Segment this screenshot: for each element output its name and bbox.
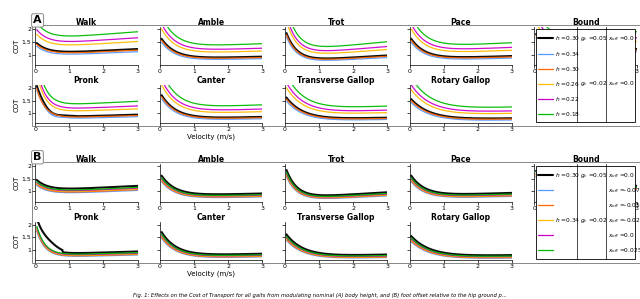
Text: $g_c$ =0.02: $g_c$ =0.02 <box>579 216 607 225</box>
FancyBboxPatch shape <box>536 166 635 259</box>
Text: $x_{off}$ =-0.075: $x_{off}$ =-0.075 <box>608 186 640 195</box>
Title: Transverse Gallop: Transverse Gallop <box>297 77 375 86</box>
X-axis label: Velocity (m/s): Velocity (m/s) <box>187 271 235 277</box>
Title: Pronk: Pronk <box>74 77 99 86</box>
Title: Pronk: Pronk <box>74 213 99 222</box>
Title: Walk: Walk <box>76 155 97 164</box>
Title: Pace: Pace <box>451 155 471 164</box>
Text: $h$ =0.34: $h$ =0.34 <box>555 50 580 57</box>
Title: Amble: Amble <box>198 18 225 27</box>
Text: $h$ =0.30: $h$ =0.30 <box>555 34 580 42</box>
Text: $x_{off}$ =0.025: $x_{off}$ =0.025 <box>608 246 640 255</box>
Title: Bound: Bound <box>572 155 600 164</box>
Text: $h$ =0.26: $h$ =0.26 <box>555 80 580 88</box>
Title: Amble: Amble <box>198 155 225 164</box>
Title: Rotary Gallop: Rotary Gallop <box>431 213 490 222</box>
Title: Canter: Canter <box>196 213 226 222</box>
Text: B: B <box>33 152 42 162</box>
Y-axis label: COT: COT <box>14 97 20 112</box>
Text: $h$ =0.22: $h$ =0.22 <box>555 94 580 103</box>
Title: Canter: Canter <box>196 77 226 86</box>
Title: Rotary Gallop: Rotary Gallop <box>431 77 490 86</box>
Y-axis label: COT: COT <box>14 176 20 190</box>
X-axis label: Velocity (m/s): Velocity (m/s) <box>187 134 235 140</box>
Text: $h$ =0.18: $h$ =0.18 <box>555 110 580 118</box>
Text: Fig. 1: Effects on the Cost of Transport for all gaits from modulating nominal (: Fig. 1: Effects on the Cost of Transport… <box>133 292 507 298</box>
Text: $x_{off}$ =-0.05: $x_{off}$ =-0.05 <box>608 201 640 210</box>
Text: $h$ =0.34: $h$ =0.34 <box>555 216 580 225</box>
Text: $g_c$ =0.05: $g_c$ =0.05 <box>579 171 607 180</box>
Text: $x_{off}$ =0.0: $x_{off}$ =0.0 <box>608 171 635 180</box>
Title: Pace: Pace <box>451 18 471 27</box>
Text: $x_{off}$ =0.0: $x_{off}$ =0.0 <box>608 34 635 43</box>
Text: $h$ =0.30: $h$ =0.30 <box>555 65 580 73</box>
Text: $h$ =0.30: $h$ =0.30 <box>555 171 580 179</box>
Title: Bound: Bound <box>572 18 600 27</box>
Y-axis label: COT: COT <box>14 234 20 248</box>
Text: $x_{off}$ =0.0: $x_{off}$ =0.0 <box>608 231 635 240</box>
FancyBboxPatch shape <box>536 29 635 122</box>
Title: Transverse Gallop: Transverse Gallop <box>297 213 375 222</box>
Text: $x_{off}$ =-0.025: $x_{off}$ =-0.025 <box>608 216 640 225</box>
Y-axis label: COT: COT <box>14 39 20 53</box>
Text: $g_c$ =0.02: $g_c$ =0.02 <box>579 79 607 88</box>
Title: Walk: Walk <box>76 18 97 27</box>
Title: Trot: Trot <box>328 18 344 27</box>
Text: $x_{off}$ =0.0: $x_{off}$ =0.0 <box>608 79 635 88</box>
Text: $g_c$ =0.05: $g_c$ =0.05 <box>579 34 607 43</box>
Title: Trot: Trot <box>328 155 344 164</box>
Text: A: A <box>33 16 42 25</box>
